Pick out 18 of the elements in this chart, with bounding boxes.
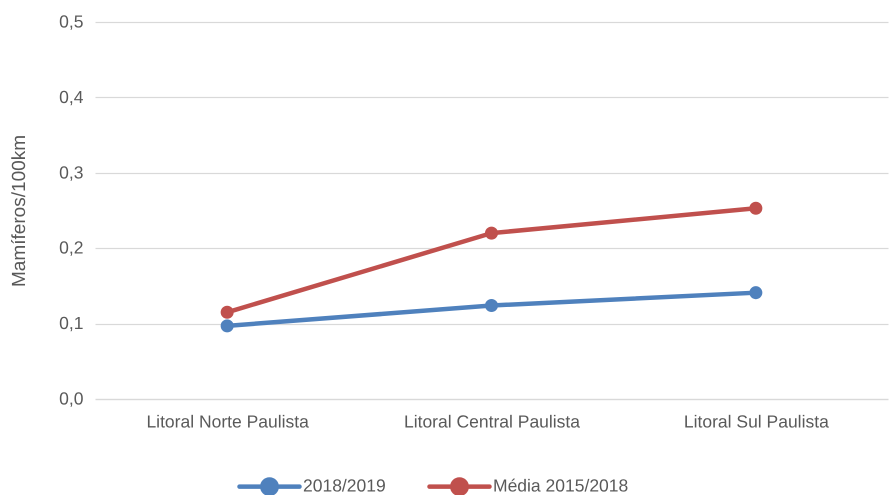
point	[220, 319, 234, 332]
legend-label: 2018/2019	[303, 476, 386, 495]
x-tick-label: Litoral Central Paulista	[404, 412, 580, 432]
y-tick-label: 0,4	[59, 86, 84, 107]
y-tick-label: 0,0	[59, 388, 84, 408]
y-tick-label: 0,5	[59, 12, 84, 32]
legend-label: Média 2015/2018	[493, 476, 628, 495]
y-tick-label: 0,3	[59, 162, 84, 182]
point	[484, 226, 498, 240]
x-tick-label: Litoral Norte Paulista	[146, 412, 310, 432]
point	[749, 202, 762, 215]
x-tick-label: Litoral Sul Paulista	[684, 412, 830, 432]
y-tick-label: 0,1	[59, 313, 84, 334]
y-axis-title: Mamíferos/100km	[9, 134, 30, 288]
y-tick-label: 0,2	[59, 238, 84, 258]
point	[749, 286, 762, 300]
point	[220, 306, 234, 319]
point	[484, 299, 498, 312]
